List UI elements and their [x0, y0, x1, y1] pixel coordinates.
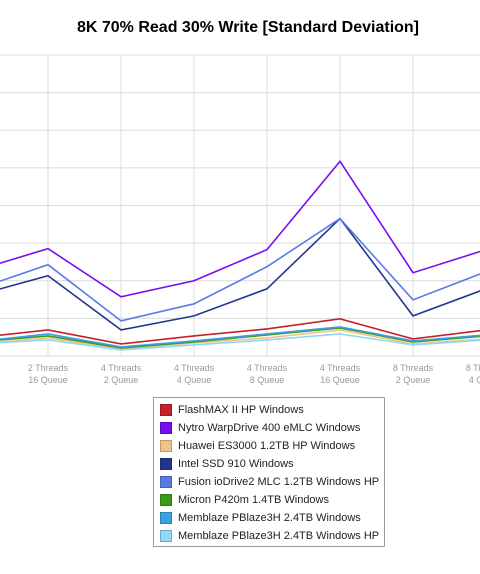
legend-swatch [160, 458, 172, 470]
series-line-5 [0, 217, 480, 322]
legend-label: Memblaze PBlaze3H 2.4TB Windows HP [178, 530, 380, 542]
legend-swatch [160, 422, 172, 434]
legend-item: FlashMAX II HP Windows [160, 402, 304, 418]
legend-swatch [160, 530, 172, 542]
x-tick-label: 4 Threads 16 Queue [320, 363, 361, 385]
legend-swatch [160, 404, 172, 416]
legend: FlashMAX II HP Windows Nytro WarpDrive 40… [153, 397, 385, 547]
chart-title: 8K 70% Read 30% Write [Standard Deviatio… [76, 19, 420, 36]
series-line-3 [0, 329, 480, 350]
legend-swatch [160, 440, 172, 452]
series-line-7 [0, 326, 480, 348]
legend-label: Nytro WarpDrive 400 eMLC Windows [178, 422, 361, 434]
legend-label: Huawei ES3000 1.2TB HP Windows [178, 440, 356, 452]
series-line-1 [0, 318, 480, 345]
legend-item: Memblaze PBlaze3H 2.4TB Windows HP [160, 528, 379, 544]
legend-item: Huawei ES3000 1.2TB HP Windows [160, 438, 355, 454]
series-line-2 [0, 160, 480, 298]
legend-label: FlashMAX II HP Windows [178, 404, 304, 416]
x-tick-label: 2 Threads 16 Queue [28, 363, 69, 385]
x-tick-label: 8 Threads 2 Queue [393, 363, 434, 385]
legend-label: Fusion ioDrive2 MLC 1.2TB Windows HP [178, 476, 380, 488]
x-tick-label: 4 Threads 4 Queue [174, 363, 215, 385]
legend-label: Micron P420m 1.4TB Windows [178, 494, 329, 506]
series-line-6 [0, 327, 480, 349]
legend-label: Intel SSD 910 Windows [178, 458, 294, 470]
legend-item: Memblaze PBlaze3H 2.4TB Windows [160, 510, 361, 526]
legend-item: Intel SSD 910 Windows [160, 456, 294, 472]
legend-swatch [160, 476, 172, 488]
legend-item: Fusion ioDrive2 MLC 1.2TB Windows HP [160, 474, 379, 490]
x-tick-label: 4 Threads 8 Queue [247, 363, 288, 385]
legend-item: Micron P420m 1.4TB Windows [160, 492, 329, 508]
series-line-4 [0, 217, 480, 331]
x-tick-label: 4 Threads 2 Queue [101, 363, 142, 385]
legend-item: Nytro WarpDrive 400 eMLC Windows [160, 420, 360, 436]
legend-swatch [160, 494, 172, 506]
series-line-8 [0, 333, 480, 351]
legend-label: Memblaze PBlaze3H 2.4TB Windows [178, 512, 361, 524]
legend-swatch [160, 512, 172, 524]
